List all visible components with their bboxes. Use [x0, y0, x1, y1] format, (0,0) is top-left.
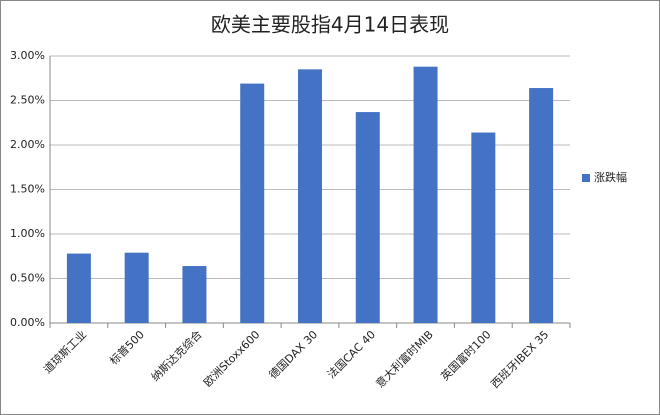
legend-swatch [582, 174, 590, 182]
chart-title: 欧美主要股指4月14日表现 [211, 13, 449, 37]
bar [529, 88, 554, 323]
bar [413, 66, 438, 324]
bar [355, 112, 380, 323]
y-tick-label: 1.00% [10, 227, 45, 240]
bar [471, 132, 496, 323]
bar [240, 83, 265, 323]
bar [182, 266, 207, 323]
y-tick-label: 2.00% [10, 138, 45, 151]
y-tick-label: 0.00% [10, 316, 45, 329]
y-tick-label: 3.00% [10, 49, 45, 62]
y-tick-label: 2.50% [10, 94, 45, 107]
bar [298, 69, 322, 323]
bar [124, 252, 149, 323]
y-tick-label: 1.50% [10, 183, 45, 196]
bar [66, 253, 91, 323]
legend-label: 涨跌幅 [594, 170, 627, 184]
y-tick-label: 0.50% [10, 272, 45, 285]
